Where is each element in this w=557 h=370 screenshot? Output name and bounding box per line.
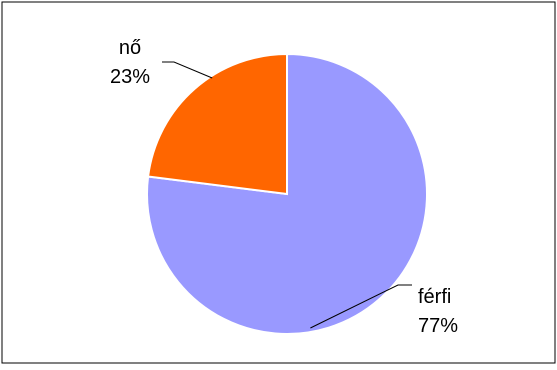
slice-leader-line [310,284,412,329]
slice-leader-line [162,61,213,79]
pie-slice [146,52,288,196]
slice-label-name: férfi [418,286,451,308]
slice-label-value: 23% [110,66,150,88]
pie-slices [146,52,428,335]
slice-label-value: 77% [418,315,458,337]
pie-slice [146,52,428,335]
slice-label-name: nő [119,37,141,59]
